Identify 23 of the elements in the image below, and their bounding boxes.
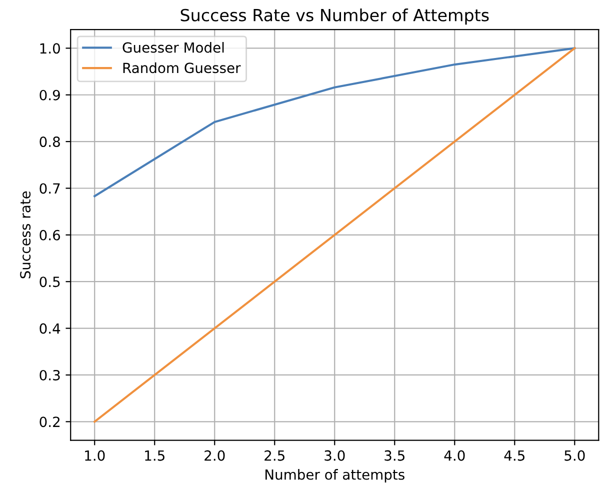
y-tick-label: 0.6 [40,230,60,240]
x-tick-label: 2.5 [264,450,284,461]
x-tick-label: 2.0 [204,450,225,461]
x-tick-label: 5.0 [564,450,585,461]
legend-label: Random Guesser [123,62,241,74]
x-tick-label: 3.0 [324,450,345,461]
legend-label: Guesser Model [122,42,224,53]
x-tick-label: 3.5 [384,450,404,461]
x-axis-title: Number of attempts [266,469,404,482]
y-tick-label: 1.0 [40,43,60,54]
chart-title: Success Rate vs Number of Attempts [180,8,489,25]
y-tick-label: 0.9 [40,90,60,100]
x-tick-label: 1.5 [145,450,164,461]
x-tick-label: 1.0 [85,450,105,461]
y-tick-label: 0.2 [40,416,60,428]
y-tick-label: 0.3 [40,370,60,380]
y-tick-label: 0.5 [40,276,60,288]
y-tick-label: 0.4 [40,323,60,334]
x-tick-label: 4.5 [504,450,524,461]
y-tick-label: 0.7 [40,183,60,194]
x-tick-label: 4.0 [444,450,465,461]
y-tick-label: 0.8 [40,136,60,148]
y-axis-title: Success rate [20,191,31,278]
